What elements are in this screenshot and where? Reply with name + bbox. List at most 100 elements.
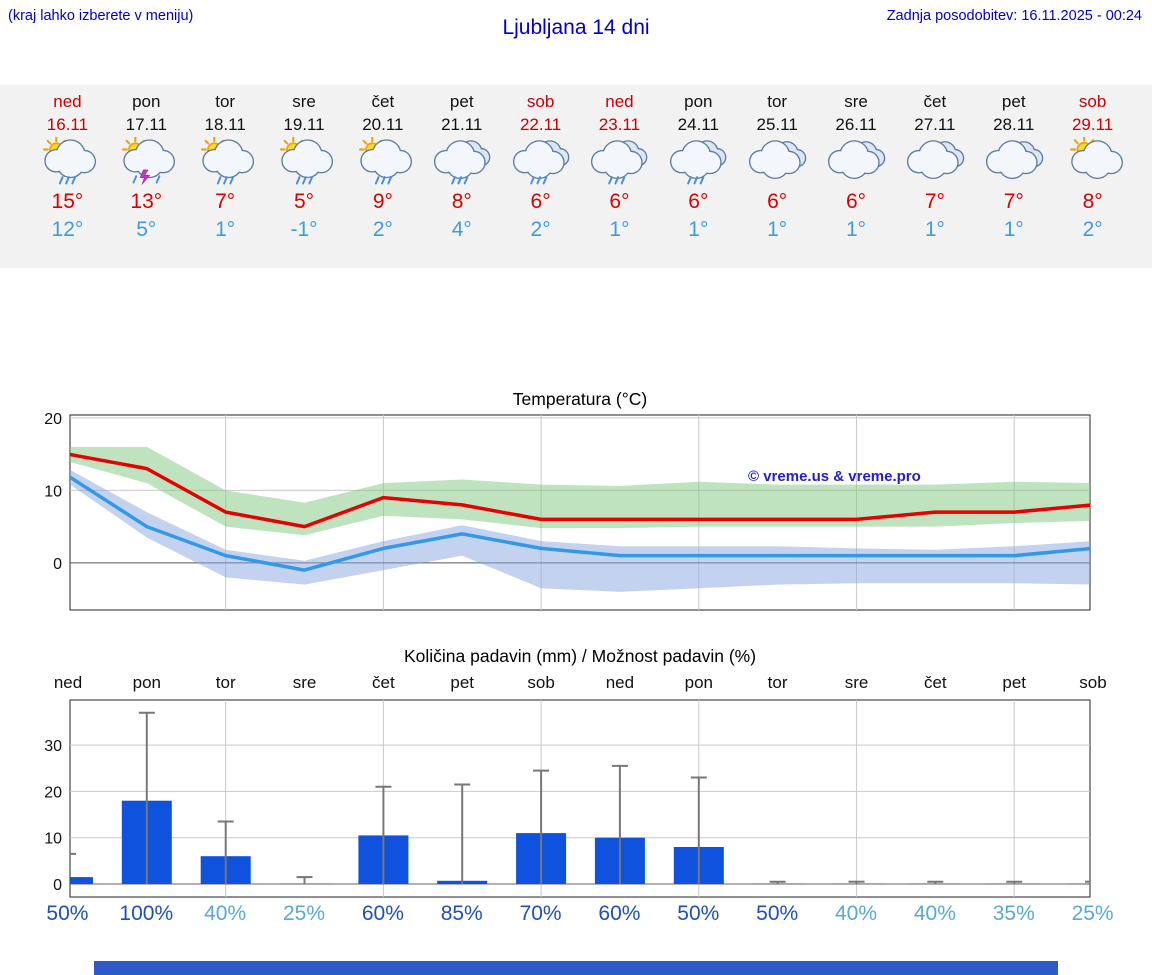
temperature-chart-svg: 0 10 20 bbox=[44, 411, 1091, 611]
forecast-day: ned 16.11 15° 12° bbox=[28, 92, 107, 268]
day-name: tor bbox=[215, 92, 236, 111]
day-low-temp: -1° bbox=[290, 217, 318, 241]
forecast-day: tor 18.11 7° 1° bbox=[186, 92, 265, 268]
precip-probability: 25% bbox=[282, 902, 326, 925]
cloud-rain-icon bbox=[422, 137, 501, 189]
day-name: čet bbox=[371, 92, 395, 111]
day-date: 29.11 bbox=[1071, 114, 1114, 134]
cloud-icon-svg bbox=[906, 139, 965, 179]
day-name: ned bbox=[53, 92, 82, 111]
precip-probability: 40% bbox=[835, 902, 878, 925]
cloud-rain-icon bbox=[580, 137, 659, 189]
day-low-temp: 2° bbox=[530, 217, 551, 241]
forecast-day: pon 24.11 6° 1° bbox=[659, 92, 738, 268]
precip-whisker bbox=[927, 880, 944, 884]
precip-probability: 60% bbox=[361, 902, 404, 925]
day-date: 18.11 bbox=[204, 114, 246, 134]
min-temperature-range-band bbox=[70, 469, 1090, 592]
day-name: sob bbox=[1078, 92, 1107, 111]
day-name: pon bbox=[684, 92, 713, 111]
day-date: 26.11 bbox=[835, 114, 877, 134]
day-name: sre bbox=[844, 92, 868, 111]
day-high-temp: 7° bbox=[924, 189, 945, 213]
watermark-link[interactable]: © vreme.us & vreme.pro bbox=[748, 468, 921, 485]
precip-whisker bbox=[690, 776, 707, 884]
precip-probability: 25% bbox=[1071, 902, 1114, 925]
precip-bar bbox=[70, 877, 93, 884]
x-category-label: pon bbox=[133, 673, 161, 692]
sun-rain-icon bbox=[28, 135, 107, 189]
day-high-temp: 6° bbox=[767, 189, 788, 213]
day-low-temp: 12° bbox=[51, 217, 84, 241]
forecast-day: sre 26.11 6° 1° bbox=[817, 92, 896, 268]
precip-whisker bbox=[1085, 880, 1090, 883]
day-date: 21.11 bbox=[441, 114, 483, 134]
day-high-temp: 6° bbox=[530, 189, 551, 213]
x-category-label: tor bbox=[216, 673, 236, 692]
forecast-day: čet 20.11 9° 2° bbox=[343, 92, 422, 268]
sun-rain-icon-svg bbox=[201, 135, 255, 184]
sun-cloud-icon bbox=[1053, 134, 1132, 189]
precip-chart-title: Količina padavin (mm) / Možnost padavin … bbox=[403, 646, 757, 666]
day-name: pet bbox=[449, 92, 474, 111]
y-tick-label: 10 bbox=[44, 831, 62, 848]
cloud-rain-icon bbox=[659, 137, 738, 189]
cloud-icon-svg bbox=[985, 139, 1043, 179]
sun-storm-icon-svg bbox=[122, 135, 176, 185]
precip-whisker bbox=[1006, 880, 1023, 884]
x-category-label: sob bbox=[1079, 673, 1106, 692]
day-low-temp: 1° bbox=[924, 217, 945, 241]
page-title: Ljubljana 14 dni bbox=[502, 16, 650, 39]
max-temperature-range-band bbox=[70, 446, 1090, 536]
precip-whisker bbox=[217, 820, 234, 884]
day-date: 23.11 bbox=[598, 114, 641, 134]
y-tick-label: 10 bbox=[44, 483, 62, 500]
forecast-day: pet 28.11 7° 1° bbox=[974, 92, 1053, 268]
day-low-temp: 1° bbox=[215, 217, 236, 241]
cloud-icon bbox=[738, 137, 817, 189]
day-low-temp: 2° bbox=[372, 217, 393, 241]
cloud-rain-icon bbox=[501, 137, 580, 189]
min-temperature-line bbox=[70, 475, 1090, 572]
precipitation-chart-svg: ned pon tor sre čet pet sob ned pon tor sre čet pet s… bbox=[44, 673, 1107, 898]
precip-probability: 35% bbox=[992, 902, 1035, 925]
precipitation-chart: ned pon tor sre čet pet sob ned pon tor sre čet pet s… bbox=[0, 670, 1152, 903]
precip-whisker bbox=[296, 876, 313, 884]
day-name: čet bbox=[923, 92, 947, 111]
sun-rain-icon-svg bbox=[358, 135, 412, 184]
forecast-day: čet 27.11 7° 1° bbox=[895, 92, 974, 268]
day-high-temp: 7° bbox=[215, 189, 236, 213]
forecast-day: pon 17.11 13° 5° bbox=[107, 92, 186, 268]
x-category-label: sre bbox=[845, 673, 869, 692]
y-tick-label: 30 bbox=[44, 738, 62, 755]
day-low-temp: 1° bbox=[845, 217, 867, 241]
cloud-icon bbox=[895, 137, 974, 189]
day-date: 28.11 bbox=[993, 114, 1035, 134]
day-name: ned bbox=[605, 92, 634, 111]
day-low-temp: 1° bbox=[1003, 217, 1024, 241]
forecast-day: sre 19.11 5° -1° bbox=[265, 92, 344, 268]
sun-rain-icon bbox=[265, 135, 344, 189]
day-low-temp: 5° bbox=[136, 217, 157, 241]
x-category-label: ned bbox=[606, 673, 634, 692]
day-date: 27.11 bbox=[914, 114, 956, 134]
cloud-rain-icon-svg bbox=[512, 139, 569, 184]
cloud-icon-svg bbox=[749, 139, 807, 179]
day-high-temp: 6° bbox=[609, 189, 630, 213]
day-high-temp: 8° bbox=[1082, 189, 1103, 213]
forecast-day: sob 22.11 6° 2° bbox=[501, 92, 580, 268]
day-high-temp: 9° bbox=[372, 189, 393, 213]
y-tick-label: 20 bbox=[44, 784, 62, 801]
sun-storm-icon bbox=[107, 135, 186, 189]
day-date: 19.11 bbox=[283, 114, 325, 134]
y-tick-label: 20 bbox=[44, 413, 62, 428]
cloud-rain-icon-svg bbox=[433, 139, 491, 184]
cloud-icon bbox=[974, 137, 1053, 189]
day-name: tor bbox=[767, 92, 788, 111]
cloud-icon bbox=[817, 137, 896, 189]
day-name: sob bbox=[526, 92, 555, 111]
precip-probability-row: 50% 100% 40% 25% 60% 85% 70% 60% 50% 50% 40% 40% 35%… bbox=[0, 902, 1152, 926]
precip-probability: 70% bbox=[519, 902, 562, 925]
temperature-chart-title: Temperatura (°C) bbox=[512, 389, 648, 409]
